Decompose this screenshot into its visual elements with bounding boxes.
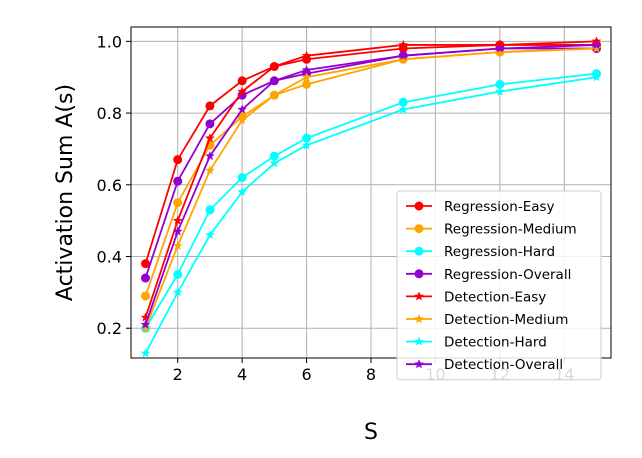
y-axis-title: Activation Sum A(s)	[53, 84, 78, 301]
data-point	[140, 319, 151, 329]
data-point	[302, 79, 312, 89]
data-point	[173, 176, 183, 186]
legend-entry: Detection-Overall	[406, 357, 563, 373]
data-point	[173, 198, 183, 208]
legend-entry: Regression-Overall	[406, 267, 571, 283]
data-point	[237, 104, 247, 114]
data-point	[173, 269, 183, 279]
data-point	[398, 97, 408, 107]
y-tick-label: 0.6	[97, 176, 122, 195]
legend-marker	[414, 246, 424, 256]
data-point	[173, 155, 183, 165]
data-point	[591, 72, 602, 82]
legend-label: Regression-Easy	[444, 199, 555, 215]
series-detection-overall	[140, 39, 602, 329]
data-point	[591, 43, 602, 53]
data-point	[205, 119, 215, 129]
data-point	[301, 140, 312, 150]
legend-entry: Regression-Easy	[406, 199, 555, 215]
data-point	[205, 165, 215, 175]
data-point	[495, 43, 505, 53]
legend-label: Detection-Medium	[444, 312, 568, 328]
data-point	[140, 259, 150, 269]
legend-entry: Detection-Easy	[406, 289, 546, 305]
legend-box	[396, 190, 602, 381]
data-point	[237, 76, 247, 86]
data-point	[237, 186, 247, 197]
data-point	[398, 104, 408, 114]
data-point	[398, 39, 408, 49]
data-point	[172, 240, 183, 250]
data-point	[205, 151, 215, 161]
data-point	[172, 287, 183, 297]
data-point	[398, 54, 408, 64]
data-point	[237, 173, 247, 183]
data-point	[269, 61, 280, 71]
data-point	[269, 151, 279, 161]
data-point	[495, 47, 505, 57]
plot-series	[140, 36, 602, 358]
legend-marker	[414, 269, 424, 279]
data-point	[205, 133, 215, 143]
y-tick-label: 0.4	[97, 248, 122, 267]
legend-marker	[414, 359, 424, 369]
data-point	[301, 72, 312, 82]
data-point	[205, 230, 215, 240]
legend-label: Detection-Easy	[444, 289, 546, 305]
data-point	[301, 50, 312, 60]
data-point	[140, 323, 151, 333]
data-point	[140, 273, 150, 283]
legend-label: Regression-Hard	[444, 244, 555, 260]
x-tick-label: 6	[301, 365, 311, 384]
legend-label: Detection-Hard	[444, 335, 547, 351]
legend-entry: Regression-Medium	[406, 222, 577, 238]
data-point	[237, 115, 247, 125]
x-tick-label: 8	[366, 365, 376, 384]
legend-marker	[414, 201, 424, 211]
data-point	[269, 90, 280, 100]
y-tick-label: 1.0	[97, 32, 122, 51]
x-axis-title: S	[364, 420, 378, 445]
data-point	[591, 39, 602, 49]
data-point	[140, 312, 151, 322]
legend-marker	[414, 224, 424, 234]
data-point	[140, 348, 151, 358]
x-tick-label: 2	[173, 365, 183, 384]
data-point	[205, 205, 215, 215]
data-point	[495, 79, 505, 89]
data-point	[140, 291, 150, 301]
data-point	[172, 226, 183, 236]
legend-entry: Detection-Medium	[406, 312, 568, 328]
data-point	[495, 86, 505, 96]
legend-label: Regression-Medium	[444, 222, 577, 238]
legend-entry: Regression-Hard	[406, 244, 555, 260]
data-point	[269, 75, 280, 85]
x-tick-label: 4	[237, 365, 247, 384]
y-tick-label: 0.8	[97, 104, 122, 123]
series-detection-medium	[140, 43, 602, 333]
legend-label: Regression-Overall	[444, 267, 571, 283]
legend-marker	[414, 336, 424, 346]
legend: Regression-Easy Regression-Medium Regressi…	[396, 190, 602, 381]
legend-marker	[414, 291, 424, 301]
legend-label: Detection-Overall	[444, 357, 563, 373]
data-point	[301, 65, 312, 75]
data-point	[205, 101, 215, 111]
data-point	[269, 158, 280, 168]
legend-entry: Detection-Hard	[406, 335, 547, 351]
legend-marker	[414, 314, 424, 324]
data-point	[172, 215, 183, 225]
y-tick-label: 0.2	[97, 319, 122, 338]
data-point	[398, 50, 408, 60]
series-detection-hard	[140, 72, 602, 358]
data-point	[302, 133, 312, 143]
data-point	[237, 86, 247, 96]
